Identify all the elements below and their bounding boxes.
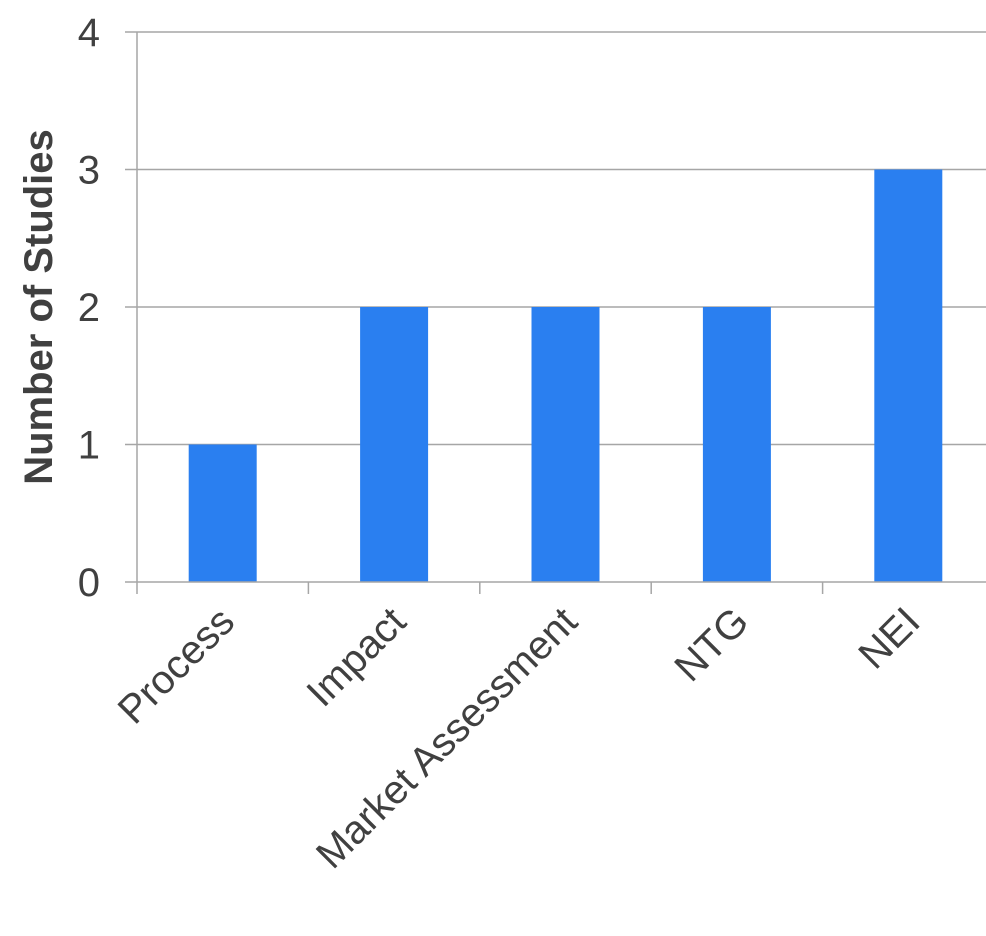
y-tick-label: 2 (78, 286, 100, 330)
y-tick-labels: 0 1 2 3 4 (78, 11, 100, 605)
bar-impact (360, 307, 429, 582)
x-tick-label: Impact (298, 599, 414, 715)
y-tick-label: 1 (78, 424, 100, 468)
bars (188, 169, 943, 582)
bar-market-assessment (531, 307, 600, 582)
bar-ntg (702, 307, 771, 582)
x-tick-label: Process (110, 599, 243, 732)
axes (125, 32, 986, 594)
bar-nei (874, 169, 943, 582)
y-tick-label: 3 (78, 149, 100, 193)
x-tick-label: NTG (666, 599, 757, 690)
y-tick-label: 0 (78, 561, 100, 605)
y-tick-label: 4 (78, 11, 100, 55)
x-tick-label: NEI (850, 599, 928, 677)
bar-process (188, 444, 257, 582)
y-axis-title: Number of Studies (17, 129, 61, 485)
